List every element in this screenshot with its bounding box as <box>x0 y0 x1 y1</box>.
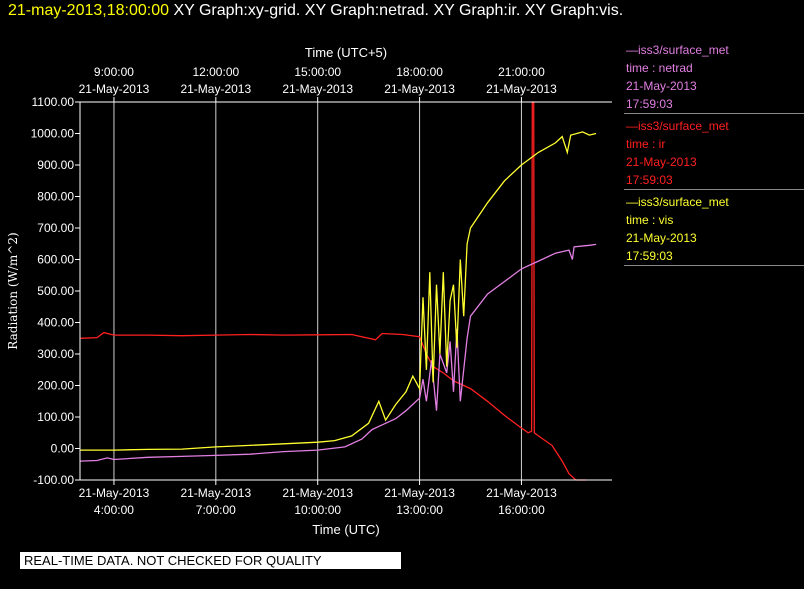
x-tick-label-time: 10:00:00 <box>294 503 341 517</box>
x2-tick-label-time: 18:00:00 <box>396 65 443 79</box>
y-tick-label: 1000.00 <box>31 127 75 141</box>
x-tick-label-date: 21-May-2013 <box>282 486 353 500</box>
legend-date: 21-May-2013 <box>626 153 804 171</box>
series-line-ir <box>79 101 586 481</box>
legend: —iss3/surface_met time : netrad 21-May-201… <box>624 38 804 266</box>
x-tick-label-date: 21-May-2013 <box>79 486 150 500</box>
y-tick-label: -100.00 <box>33 473 74 487</box>
x2-tick-label-date: 21-May-2013 <box>180 82 251 96</box>
series-line-netrad <box>79 243 597 462</box>
y-tick-label: 1100.00 <box>32 95 75 109</box>
legend-date-text: 21-May-2013 <box>626 79 697 93</box>
legend-time-text: 17:59:03 <box>626 249 673 263</box>
legend-time: 17:59:03 <box>626 247 804 265</box>
data-quality-disclaimer: REAL-TIME DATA. NOT CHECKED FOR QUALITY <box>20 552 401 569</box>
y-tick-label: 0.00 <box>51 442 75 456</box>
x-tick-label-date: 21-May-2013 <box>384 486 455 500</box>
x-tick-label-time: 16:00:00 <box>498 503 545 517</box>
y-axis-label: Radiation (W/m^2) <box>6 232 20 349</box>
x-tick-label-date: 21-May-2013 <box>486 486 557 500</box>
y-tick-label: 200.00 <box>37 379 74 393</box>
legend-station-text: iss3/surface_met <box>638 119 729 133</box>
legend-date-text: 21-May-2013 <box>626 231 697 245</box>
y-tick-label: 100.00 <box>37 410 74 424</box>
legend-station-text: iss3/surface_met <box>638 195 729 209</box>
legend-time: 17:59:03 <box>626 95 804 113</box>
graph-header: 21-may-2013,18:00:00 XY Graph:xy-grid. X… <box>8 2 623 20</box>
legend-swatch-line: — <box>626 119 638 133</box>
y-tick-label: 800.00 <box>37 190 74 204</box>
legend-swatch-line: — <box>626 195 638 209</box>
legend-time: 17:59:03 <box>626 171 804 189</box>
x2-tick-label-date: 21-May-2013 <box>79 82 150 96</box>
series-line-vis <box>80 131 597 451</box>
legend-series-label: time : vis <box>626 211 804 229</box>
x2-tick-label-time: 15:00:00 <box>294 65 341 79</box>
y-tick-label: 400.00 <box>37 316 74 330</box>
x-tick-label-time: 4:00:00 <box>94 503 134 517</box>
legend-date: 21-May-2013 <box>626 77 804 95</box>
legend-time-text: 17:59:03 <box>626 173 673 187</box>
legend-series-label: time : netrad <box>626 59 804 77</box>
x-tick-label-date: 21-May-2013 <box>180 486 251 500</box>
legend-series-label-text: time : vis <box>626 213 674 227</box>
legend-series-label-text: time : ir <box>626 137 666 151</box>
x2-tick-label-time: 21:00:00 <box>498 65 545 79</box>
y-tick-label: 600.00 <box>37 253 74 267</box>
x2-tick-label-date: 21-May-2013 <box>384 82 455 96</box>
legend-time-text: 17:59:03 <box>626 97 673 111</box>
x2-tick-label-time: 9:00:00 <box>94 65 134 79</box>
legend-series-label-text: time : netrad <box>626 61 693 75</box>
y-tick-label: 700.00 <box>37 221 74 235</box>
legend-station: —iss3/surface_met <box>626 117 804 135</box>
header-date: 21-may-2013,18:00:00 <box>8 2 169 19</box>
x2-tick-label-date: 21-May-2013 <box>282 82 353 96</box>
header-graph-titles: XY Graph:xy-grid. XY Graph:netrad. XY Gr… <box>173 2 624 19</box>
x-tick-label-time: 13:00:00 <box>396 503 443 517</box>
x-axis-label: Time (UTC) <box>312 522 379 537</box>
x2-axis-label: Time (UTC+5) <box>305 45 387 60</box>
x-tick-label-time: 7:00:00 <box>196 503 236 517</box>
x2-tick-label-date: 21-May-2013 <box>486 82 557 96</box>
y-tick-label: 900.00 <box>37 158 74 172</box>
x2-tick-label-time: 12:00:00 <box>192 65 239 79</box>
legend-swatch-line: — <box>626 43 638 57</box>
legend-series-label: time : ir <box>626 135 804 153</box>
legend-date: 21-May-2013 <box>626 229 804 247</box>
legend-station: —iss3/surface_met <box>626 41 804 59</box>
y-tick-label: 500.00 <box>37 284 74 298</box>
legend-station-text: iss3/surface_met <box>638 43 729 57</box>
legend-station: —iss3/surface_met <box>626 193 804 211</box>
y-tick-label: 300.00 <box>37 347 74 361</box>
legend-date-text: 21-May-2013 <box>626 155 697 169</box>
